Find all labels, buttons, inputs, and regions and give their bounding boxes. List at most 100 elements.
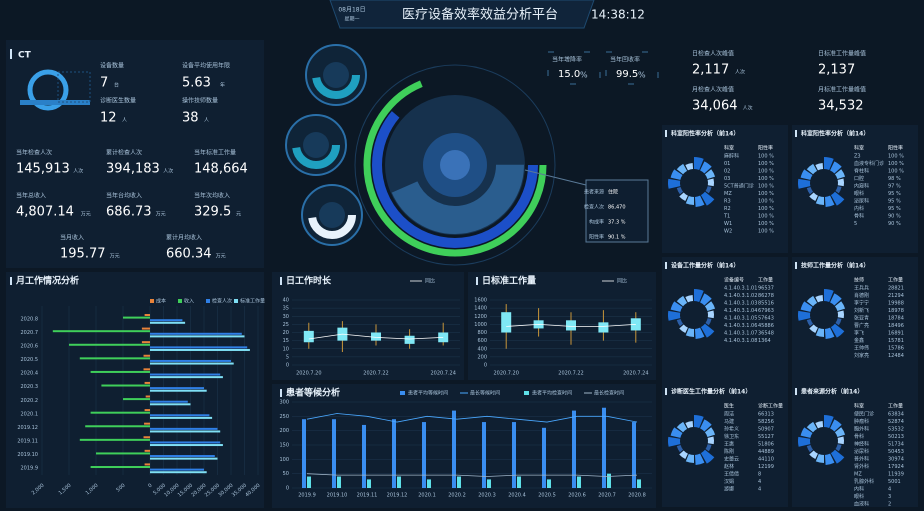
y-tick-label: 0 [286, 486, 289, 492]
y-tick-label: 5 [286, 354, 289, 360]
bar [101, 384, 150, 387]
table-cell: 12484 [888, 353, 904, 359]
table-cell: 98 % [888, 176, 901, 182]
donut-segment [800, 301, 813, 312]
info-value: 90.1 % [608, 235, 626, 241]
bar [637, 479, 641, 488]
bar [457, 476, 461, 488]
info-box [585, 179, 649, 243]
bar [150, 427, 218, 430]
bar [69, 343, 150, 346]
donut-segment [676, 445, 684, 453]
donut-segment [824, 289, 834, 303]
y-tick-label: 400 [477, 346, 487, 352]
donut-segment [806, 319, 814, 327]
table-cell: 100 % [758, 199, 774, 205]
kpi-label: 当年标准工作量 [194, 149, 236, 157]
table-cell: 史蕾云 [724, 456, 739, 463]
table-cell: 乳腺外科 [854, 478, 874, 485]
info-label: 患者来源 [584, 189, 604, 196]
table-cell: 2 [888, 502, 891, 508]
bar [123, 398, 150, 401]
table-cell: 18496 [888, 323, 904, 329]
donut-segment [798, 178, 811, 189]
kpi-unit: 人次 [163, 168, 173, 175]
table-cell: 53532 [888, 427, 904, 433]
bar [367, 479, 371, 488]
donut-segment [700, 191, 715, 206]
peak-value: 2,117 [692, 63, 729, 78]
rate-value: 99.5 [616, 69, 638, 80]
table-cell: 100 % [758, 214, 774, 220]
table-cell: 王兵兵 [854, 285, 869, 292]
bar [150, 346, 248, 349]
y-tick-label: 1400 [474, 306, 487, 312]
table-cell: T1 [723, 214, 730, 220]
x-tick-label: 2020.7.20 [296, 371, 321, 377]
table-cell: 5001 [888, 479, 901, 485]
y-tick-label: 2020.3 [21, 384, 39, 390]
bar [397, 476, 401, 488]
table-cell: 肿瘤科 [854, 418, 869, 425]
donut-segment [685, 195, 694, 205]
stat-unit: 人 [122, 118, 127, 124]
line [306, 413, 638, 423]
stat-value: 38 [182, 111, 199, 126]
table-cell: 骨科 [854, 433, 864, 440]
x-tick-label: 2020.6 [568, 493, 586, 499]
table-cell: 01 [724, 161, 730, 167]
table-cell: 55127 [758, 434, 774, 440]
table-cell: 内窥科 [854, 183, 869, 190]
donut-segment [694, 415, 704, 429]
table-cell: 18784 [888, 316, 904, 322]
bar [150, 457, 218, 460]
panel-title: 设备工作量分析（前14） [671, 262, 739, 270]
donut-segment [834, 427, 846, 437]
donut-segment [835, 186, 842, 194]
table-cell: 神经科 [854, 441, 869, 448]
kpi-value: 686.73 [106, 205, 152, 220]
table-header: 工作量 [888, 403, 903, 410]
bar [602, 407, 606, 488]
x-tick-label: 2020.5 [538, 493, 556, 499]
y-tick-label: 800 [477, 330, 487, 336]
table-cell: 100 % [888, 154, 904, 160]
peak-unit: 人次 [743, 105, 753, 112]
table-cell: 胸外科 [854, 426, 869, 433]
mini-ring [308, 191, 356, 239]
kpi-value: 660.34 [166, 247, 212, 262]
table-cell: 刘家亮 [854, 352, 869, 359]
table-header: 工作量 [888, 277, 903, 284]
stat-label: 诊断医生数量 [100, 97, 136, 105]
donut-segment [694, 327, 705, 339]
donut-segment [679, 324, 688, 334]
header-weekday: 星期一 [344, 17, 359, 23]
table-cell: 李飞 [854, 330, 864, 337]
line [306, 473, 638, 477]
legend-label: 同比 [425, 278, 435, 285]
table-cell: 100 % [758, 176, 774, 182]
kpi-unit: 元 [236, 212, 241, 218]
donut-segment [824, 195, 835, 207]
y-tick-label: 2020.7 [21, 330, 39, 336]
bar [141, 327, 150, 330]
x-tick-label: 2020.7.24 [623, 371, 648, 377]
waiting-panel [272, 384, 656, 508]
bar [150, 373, 221, 376]
table-cell: 4.1.40.3.1.02 [724, 293, 757, 299]
table-cell: 4.1.40.3.1.05 [724, 316, 757, 322]
donut-segment [835, 318, 842, 326]
donut-segment [685, 453, 694, 463]
table-cell: R3 [724, 199, 731, 205]
table-cell: 张亚青 [854, 315, 869, 322]
title-marker [795, 130, 797, 137]
bar [362, 424, 366, 488]
table-cell: 21294 [888, 293, 904, 299]
donut-segment [704, 169, 716, 179]
table-cell: 曹广亮 [854, 322, 869, 329]
legend-swatch [150, 299, 154, 303]
donut-segment [830, 191, 845, 206]
monthly-panel [6, 272, 264, 508]
legend-swatch [524, 391, 529, 395]
donut-segment [685, 327, 694, 337]
